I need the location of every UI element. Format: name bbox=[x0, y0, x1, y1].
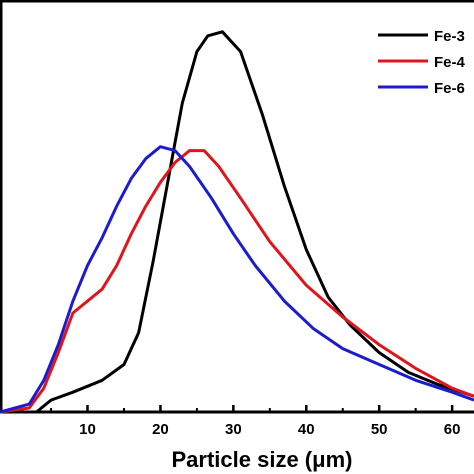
legend: Fe-3 Fe-4 Fe-6 bbox=[378, 28, 466, 97]
x-tick-label: 10 bbox=[79, 421, 96, 438]
legend-label: Fe-4 bbox=[434, 54, 466, 71]
series-line-fe-4 bbox=[0, 149, 474, 414]
x-tick-label: 50 bbox=[371, 421, 388, 438]
series-line-fe-3 bbox=[0, 30, 474, 414]
plot-frame bbox=[0, 0, 474, 414]
x-tick-label: 20 bbox=[152, 421, 169, 438]
x-tick-label: 60 bbox=[444, 421, 461, 438]
x-tick-label: 30 bbox=[225, 421, 242, 438]
x-tick-label: 40 bbox=[298, 421, 315, 438]
ticks-layer: 10 20 30 40 50 60 bbox=[50, 405, 461, 438]
x-axis-title: Particle size (μm) bbox=[172, 447, 353, 472]
legend-label: Fe-6 bbox=[434, 80, 465, 97]
series-line-fe-6 bbox=[0, 145, 474, 414]
legend-label: Fe-3 bbox=[434, 28, 465, 45]
series-layer bbox=[0, 30, 474, 414]
